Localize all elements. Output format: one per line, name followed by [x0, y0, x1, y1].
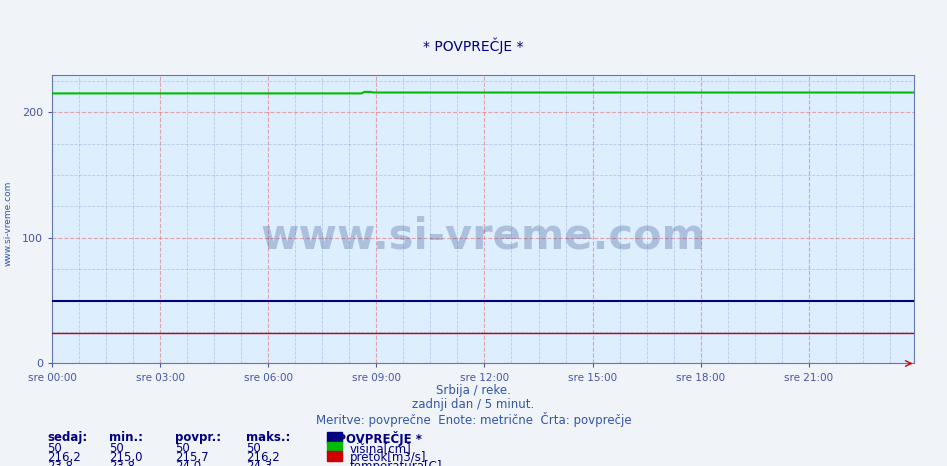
Text: Srbija / reke.: Srbija / reke.	[436, 384, 511, 397]
Text: www.si-vreme.com: www.si-vreme.com	[260, 215, 706, 257]
Text: 23,8: 23,8	[47, 460, 73, 466]
Text: * POVPREČJE *: * POVPREČJE *	[423, 37, 524, 54]
Text: maks.:: maks.:	[246, 431, 291, 444]
Text: pretok[m3/s]: pretok[m3/s]	[349, 451, 426, 464]
Text: * POVPREČJE *: * POVPREČJE *	[327, 431, 421, 446]
Text: 216,2: 216,2	[246, 451, 280, 464]
Text: Meritve: povprečne  Enote: metrične  Črta: povprečje: Meritve: povprečne Enote: metrične Črta:…	[315, 412, 632, 427]
Text: 50: 50	[175, 442, 190, 455]
Text: 50: 50	[246, 442, 261, 455]
Text: min.:: min.:	[109, 431, 143, 444]
Text: 215,7: 215,7	[175, 451, 209, 464]
Text: sedaj:: sedaj:	[47, 431, 88, 444]
Text: višina[cm]: višina[cm]	[349, 442, 411, 455]
Text: povpr.:: povpr.:	[175, 431, 222, 444]
Text: zadnji dan / 5 minut.: zadnji dan / 5 minut.	[412, 398, 535, 411]
Text: 24,0: 24,0	[175, 460, 202, 466]
Text: 23,8: 23,8	[109, 460, 134, 466]
Text: 24,3: 24,3	[246, 460, 273, 466]
Text: www.si-vreme.com: www.si-vreme.com	[4, 181, 13, 267]
Text: 216,2: 216,2	[47, 451, 81, 464]
Text: 50: 50	[109, 442, 124, 455]
Text: temperatura[C]: temperatura[C]	[349, 460, 442, 466]
Text: 215,0: 215,0	[109, 451, 142, 464]
Text: 50: 50	[47, 442, 63, 455]
